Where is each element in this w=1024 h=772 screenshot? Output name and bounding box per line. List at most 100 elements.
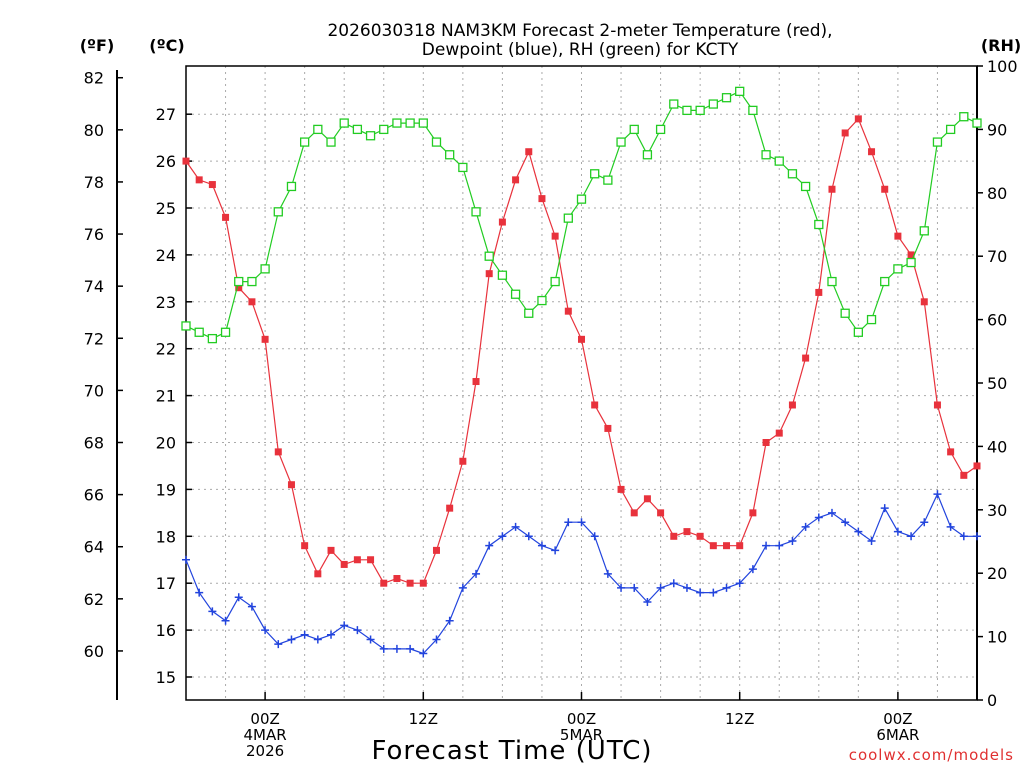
dewpoint-point xyxy=(366,635,375,644)
rh-point xyxy=(814,219,824,230)
dewpoint-point xyxy=(208,607,217,616)
dewpoint-point xyxy=(682,583,691,592)
rh-tick-label: 50 xyxy=(987,374,1007,393)
celsius-tick-label: 23 xyxy=(156,293,176,312)
2-meter-temperature-point xyxy=(446,504,454,512)
rh-point xyxy=(234,276,244,287)
dewpoint-line xyxy=(185,492,977,655)
celsius-tick-label: 18 xyxy=(156,527,176,546)
2-meter-temperature-point xyxy=(459,457,467,465)
rh-point xyxy=(906,257,916,268)
dewpoint-point xyxy=(498,532,507,541)
fahrenheit-tick-label: 76 xyxy=(84,225,104,244)
chart-title-line1: 2026030318 NAM3KM Forecast 2-meter Tempe… xyxy=(327,21,832,41)
dewpoint-point xyxy=(907,532,916,541)
rh-point xyxy=(458,162,468,173)
2-meter-temperature-point xyxy=(604,424,612,432)
dewpoint-point xyxy=(933,490,942,499)
rh-point xyxy=(682,105,692,116)
2-meter-temperature-point xyxy=(578,335,585,343)
celsius-tick-label: 17 xyxy=(156,574,176,593)
2-meter-temperature-point xyxy=(367,556,375,564)
rh-point xyxy=(194,327,204,337)
dewpoint-point xyxy=(867,536,876,545)
dewpoint-point xyxy=(669,579,678,588)
rh-point xyxy=(431,137,442,147)
2-meter-temperature-point xyxy=(749,509,757,517)
2-meter-temperature-point xyxy=(287,481,295,489)
2-meter-temperature-point xyxy=(736,542,744,550)
rh-point xyxy=(537,295,547,306)
2-meter-temperature-point xyxy=(617,485,625,493)
rh-tick-label: 0 xyxy=(987,691,997,710)
rh-point xyxy=(510,289,521,299)
dewpoint-point xyxy=(735,579,744,588)
series-dewpoint xyxy=(182,490,981,658)
2-meter-temperature-point xyxy=(960,471,968,479)
2-meter-temperature-point xyxy=(630,509,638,517)
dewpoint-point xyxy=(762,541,771,550)
celsius-tick-label: 21 xyxy=(156,387,176,406)
2-meter-temperature-point xyxy=(195,176,203,184)
2-meter-temperature-point xyxy=(775,429,783,437)
x-tick-label: 6MAR xyxy=(876,726,919,744)
2-meter-temperature-point xyxy=(670,532,678,540)
fahrenheit-tick-label: 72 xyxy=(84,329,104,348)
x-tick-label: 00Z xyxy=(883,710,912,728)
2-meter-temperature-point xyxy=(854,115,862,123)
rh-point xyxy=(550,276,560,287)
dewpoint-point xyxy=(656,583,665,592)
rh-point xyxy=(313,124,323,135)
rh-point xyxy=(365,131,376,141)
dewpoint-point xyxy=(419,649,428,658)
dewpoint-point xyxy=(511,522,520,531)
rh-tick-label: 90 xyxy=(987,120,1007,139)
fahrenheit-tick-label: 82 xyxy=(84,69,104,88)
fahrenheit-tick-label: 66 xyxy=(84,486,104,505)
2-meter-temperature-point xyxy=(657,509,665,517)
rh-point xyxy=(181,321,191,331)
rh-point xyxy=(207,333,218,344)
dewpoint-point xyxy=(445,616,454,625)
dewpoint-point xyxy=(261,626,270,635)
dewpoint-point xyxy=(880,504,889,513)
2-meter-temperature-point xyxy=(222,213,230,221)
x-tick-label: 00Z xyxy=(250,710,279,728)
2-meter-temperature-point xyxy=(472,378,480,386)
fahrenheit-tick-label: 62 xyxy=(84,590,104,609)
2-meter-temperature-point xyxy=(327,546,335,554)
rh-point xyxy=(576,194,587,204)
celsius-tick-label: 15 xyxy=(156,668,176,687)
celsius-tick-label: 25 xyxy=(156,199,176,218)
dewpoint-point xyxy=(696,588,705,597)
dewpoint-point xyxy=(353,626,362,635)
x-axis-label: Forecast Time (UTC) xyxy=(371,736,652,766)
dewpoint-point xyxy=(775,541,784,550)
rh-point xyxy=(945,124,956,135)
rh-point xyxy=(590,169,600,179)
rh-point xyxy=(471,207,481,217)
dewpoint-point xyxy=(537,541,546,550)
dewpoint-point xyxy=(788,536,797,545)
dewpoint-point xyxy=(841,518,850,527)
rh-point xyxy=(853,327,863,337)
rh-point xyxy=(708,99,718,109)
dewpoint-point xyxy=(472,569,481,578)
series-2-meter-temperature xyxy=(182,115,981,587)
2-meter-temperature-point xyxy=(314,570,322,578)
x-tick-label: 5MAR xyxy=(560,726,603,744)
rh-point xyxy=(800,181,811,192)
rh-point xyxy=(735,86,745,97)
dewpoint-point xyxy=(973,532,981,541)
rh-point xyxy=(932,137,943,147)
x-tick-label: 12Z xyxy=(725,710,754,728)
x-tick-label: 00Z xyxy=(567,710,596,728)
series-rh xyxy=(181,86,982,344)
rh-point xyxy=(603,175,613,185)
2-meter-temperature-point xyxy=(525,148,533,156)
2-meter-temperature-point xyxy=(551,232,559,240)
celsius-tick-label: 27 xyxy=(156,105,176,124)
dewpoint-point xyxy=(300,630,309,639)
dewpoint-point xyxy=(946,522,955,531)
